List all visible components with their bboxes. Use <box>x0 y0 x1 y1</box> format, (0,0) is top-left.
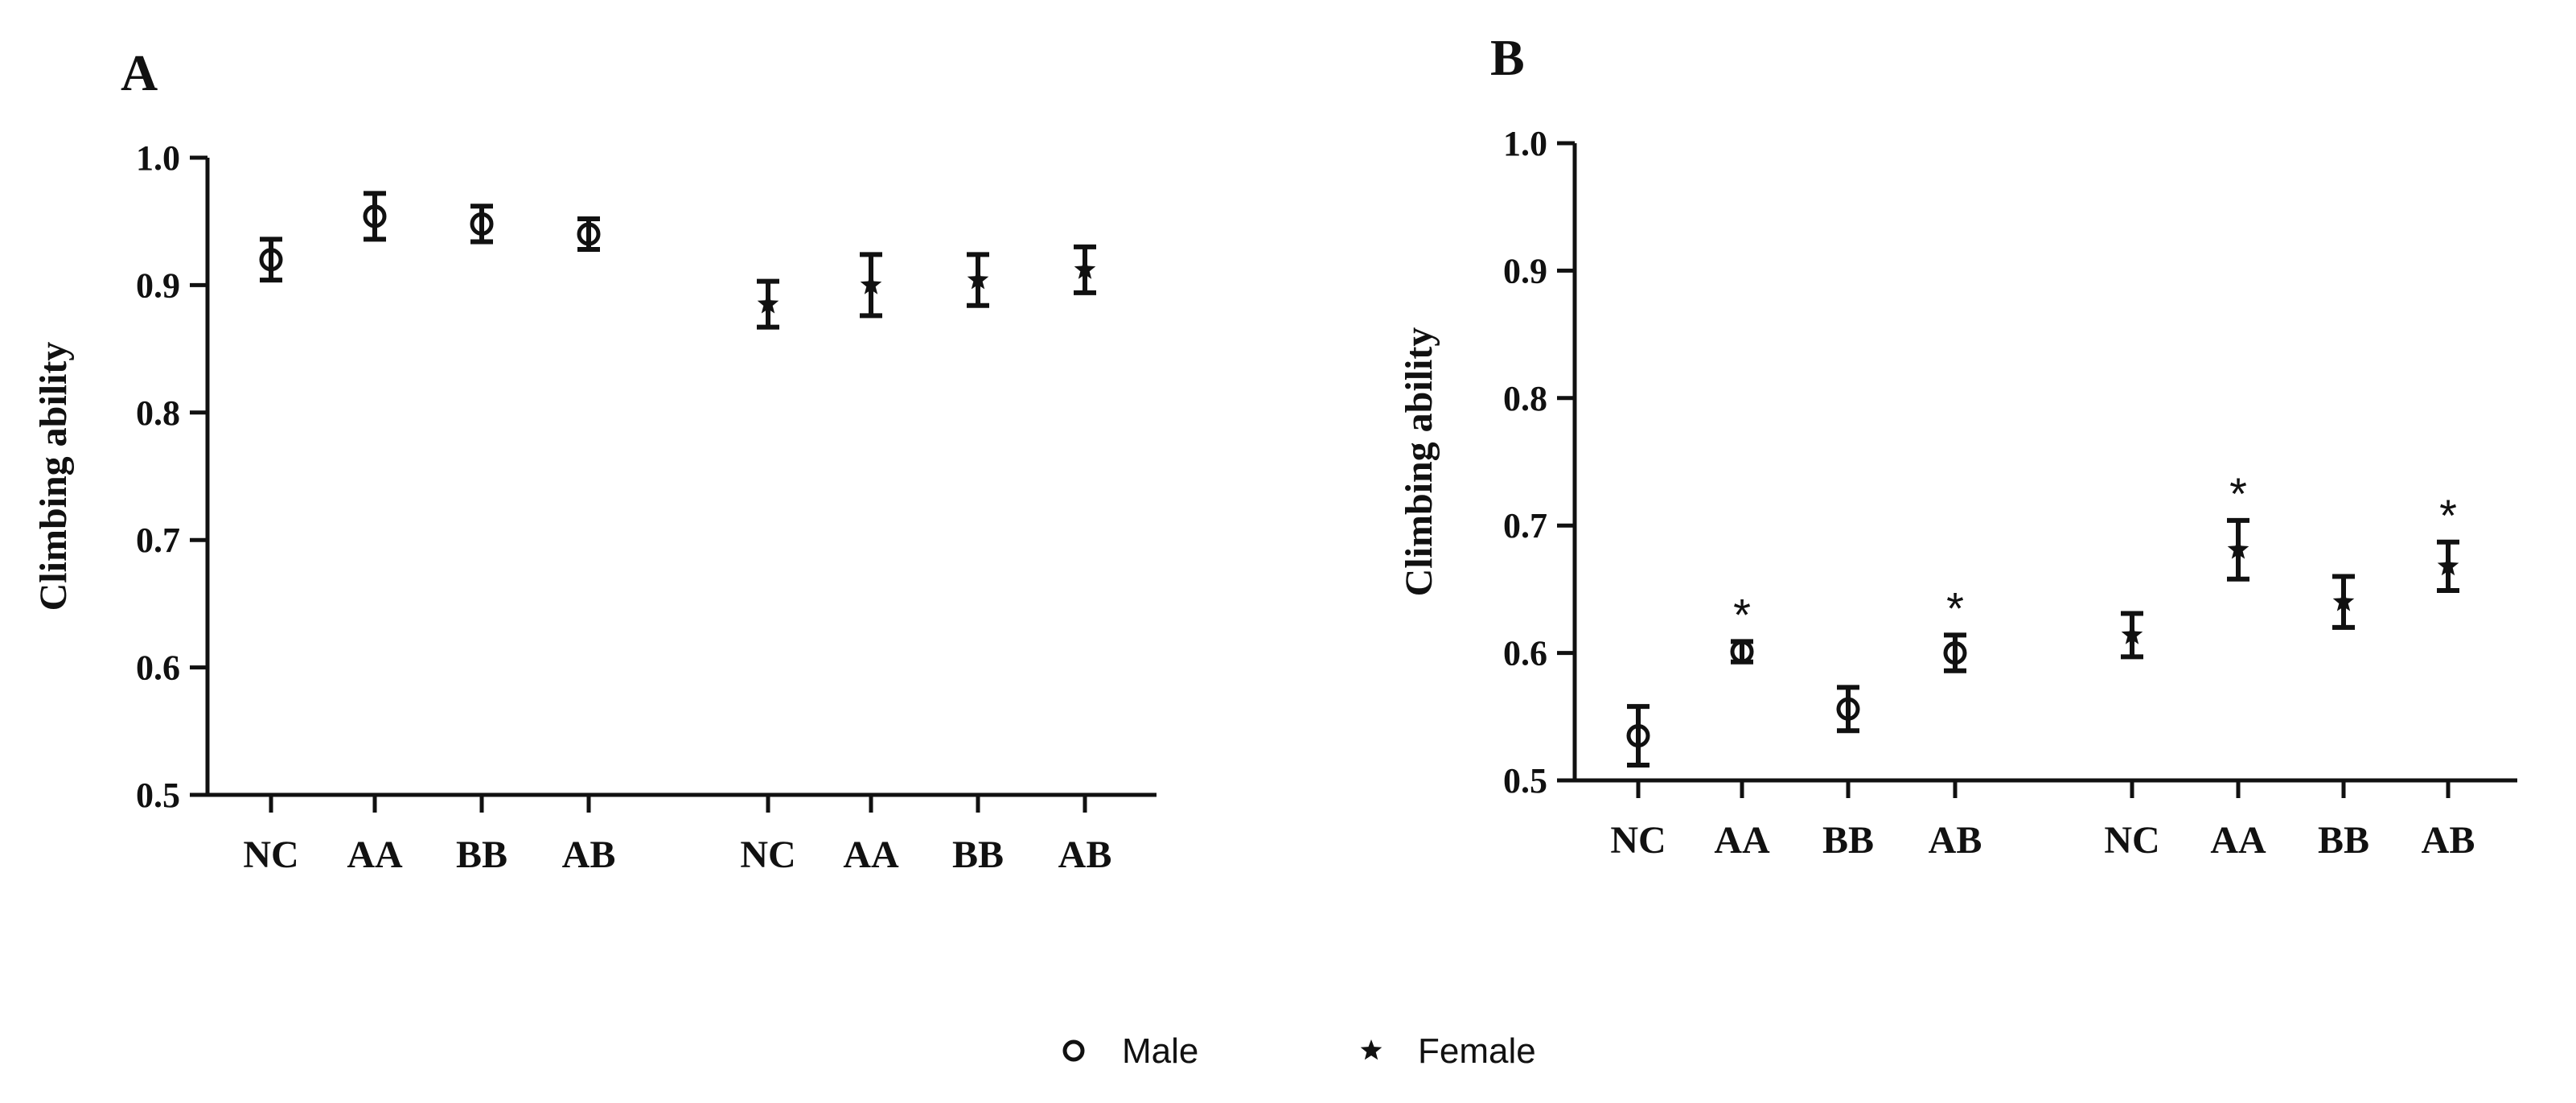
panel-a-chart: A 0.5 0.6 0.7 0.8 0.9 1.0 Climbing ability NC AA B… <box>32 44 1157 876</box>
panel-b-y-tick-label: 0.5 <box>1503 761 1547 800</box>
panel-b-significance-marker: * <box>2229 468 2247 519</box>
panel-b-category-label: BB <box>1822 819 1874 862</box>
panel-a-y-tick-label: 0.6 <box>136 648 180 688</box>
panel-a-y-axis-title: Climbing ability <box>32 342 75 611</box>
legend-male-label: Male <box>1122 1031 1198 1071</box>
panel-a-male-point <box>577 222 601 246</box>
panel-b-female-point <box>2227 538 2249 559</box>
panel-a-y-tick-label: 1.0 <box>136 138 180 178</box>
panel-b-significance-marker: * <box>1733 589 1751 640</box>
panel-a-category-label: AA <box>347 833 403 876</box>
panel-a-category-label: AB <box>562 833 616 876</box>
panel-b-significance-marker: * <box>2439 490 2457 541</box>
panel-a-female-point <box>757 293 779 314</box>
panel-a-y-tick-label: 0.7 <box>136 521 180 560</box>
panel-a-female-point <box>1074 258 1096 279</box>
panel-a-category-label: BB <box>952 833 1004 876</box>
panel-b-category-label: AB <box>1929 819 1982 862</box>
panel-b-category-label: AA <box>1714 819 1770 862</box>
legend-male-marker <box>1062 1039 1085 1062</box>
legend: Male Female <box>1062 1031 1536 1071</box>
panel-b-category-label: AA <box>2210 819 2266 862</box>
panel-b-y-tick-label: 1.0 <box>1503 124 1547 163</box>
panel-b-y-tick-label: 0.6 <box>1503 634 1547 673</box>
panel-b-category-label: BB <box>2318 819 2369 862</box>
panel-b-female-point <box>2437 554 2459 576</box>
panel-a-category-label: AA <box>843 833 899 876</box>
panel-a-category-label: NC <box>243 833 298 876</box>
panel-b-y-tick-label: 0.7 <box>1503 506 1547 545</box>
panel-a-male-point <box>470 212 494 236</box>
panel-b-letter: B <box>1490 29 1525 86</box>
panel-b-male-point <box>1943 641 1967 665</box>
panel-b-female-point <box>2332 591 2355 611</box>
panel-b-male-point <box>1626 724 1650 748</box>
panel-a-y-tick-label: 0.8 <box>136 393 180 433</box>
panel-a-y-tick-label: 0.5 <box>136 776 180 815</box>
legend-female-marker <box>1360 1039 1382 1060</box>
panel-b-female-point <box>2121 624 2143 644</box>
panel-b-category-label: AB <box>2422 819 2475 862</box>
panel-b-y-axis-title: Climbing ability <box>1398 327 1440 597</box>
legend-female-label: Female <box>1418 1031 1536 1071</box>
panel-a-category-label: AB <box>1058 833 1112 876</box>
panel-a-category-label: BB <box>456 833 507 876</box>
panel-a-y-tick-label: 0.9 <box>136 265 180 305</box>
panel-b-y-tick-label: 0.9 <box>1503 251 1547 290</box>
panel-b-male-point <box>1836 697 1860 721</box>
panel-a-letter: A <box>121 44 158 101</box>
panel-a-female-point <box>967 269 989 290</box>
panel-a-male-point <box>259 248 283 272</box>
panel-b-category-label: NC <box>1610 819 1666 862</box>
panel-a-female-point <box>860 274 882 294</box>
panel-b-male-point <box>1730 640 1754 664</box>
panel-b-significance-marker: * <box>1946 582 1964 633</box>
panel-a-male-point <box>363 204 387 228</box>
panel-b-y-tick-label: 0.8 <box>1503 379 1547 418</box>
panel-b-category-label: NC <box>2104 819 2159 862</box>
panel-a-category-label: NC <box>740 833 795 876</box>
panel-b-chart: B 0.5 0.6 0.7 0.8 0.9 1.0 Climbing ability NC AA B… <box>1398 29 2517 862</box>
